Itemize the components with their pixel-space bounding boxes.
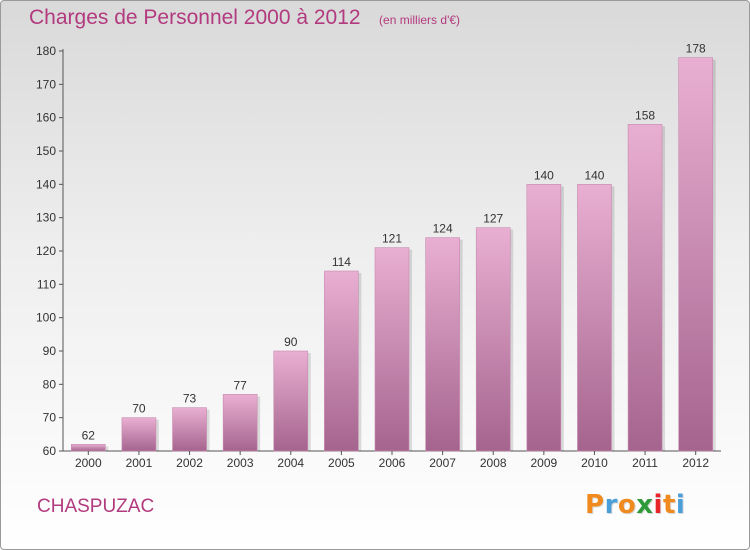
- logo-letter: i: [653, 490, 663, 520]
- data-label: 124: [433, 222, 453, 236]
- data-label: 140: [584, 168, 604, 182]
- bar: [222, 394, 258, 452]
- x-tick-label: 2005: [328, 456, 355, 470]
- y-tick-label: 150: [36, 144, 56, 158]
- x-tick-label: 2008: [480, 456, 507, 470]
- y-tick-label: 130: [36, 211, 56, 225]
- bar: [425, 237, 460, 452]
- y-tick-label: 100: [36, 311, 56, 325]
- x-tick-label: 2011: [632, 456, 658, 470]
- x-tick-label: 2001: [126, 456, 153, 470]
- data-label: 70: [132, 402, 146, 416]
- data-label: 178: [686, 42, 706, 56]
- logo-letter: P: [585, 490, 605, 520]
- logo-letter: x: [636, 490, 654, 520]
- logo-letter: r: [604, 490, 618, 520]
- data-label: 77: [233, 378, 247, 392]
- y-tick-label: 60: [43, 444, 57, 458]
- x-tick-label: 2002: [176, 456, 203, 470]
- data-label: 140: [534, 168, 554, 182]
- y-tick-label: 90: [43, 344, 57, 358]
- x-tick-label: 2000: [75, 456, 102, 470]
- bar: [678, 57, 713, 452]
- y-tick-label: 80: [43, 377, 57, 391]
- bar: [374, 247, 410, 452]
- y-tick-label: 160: [36, 111, 56, 125]
- y-tick-label: 170: [36, 77, 56, 91]
- bar: [121, 417, 157, 452]
- data-label: 114: [332, 255, 351, 269]
- x-tick-label: 2007: [429, 456, 456, 470]
- data-label: 127: [483, 212, 503, 226]
- x-tick-label: 2006: [379, 456, 406, 470]
- bar: [71, 444, 106, 452]
- chart-title: Charges de Personnel 2000 à 2012: [29, 6, 361, 29]
- y-tick-label: 110: [37, 277, 56, 291]
- x-tick-label: 2003: [227, 456, 254, 470]
- chart-subtitle: (en milliers d'€): [379, 13, 461, 27]
- y-tick-label: 180: [36, 44, 56, 58]
- proxiti-logo: Proxiti: [585, 490, 685, 520]
- data-label: 73: [183, 392, 197, 406]
- data-label: 90: [284, 335, 298, 349]
- y-tick-label: 120: [36, 244, 56, 258]
- logo-letter: o: [617, 490, 637, 520]
- y-tick-label: 70: [43, 411, 57, 425]
- x-tick-label: 2009: [530, 456, 557, 470]
- y-tick-label: 140: [36, 177, 56, 191]
- logo-letter: i: [675, 490, 686, 520]
- bar: [324, 270, 359, 452]
- bar: [526, 184, 562, 452]
- bar: [475, 227, 511, 452]
- logo-letter: t: [662, 490, 676, 520]
- x-tick-label: 2012: [682, 456, 709, 470]
- title-row: Charges de Personnel 2000 à 2012 (en mil…: [29, 6, 460, 30]
- commune-name: CHASPUZAC: [37, 496, 155, 517]
- data-label: 121: [382, 232, 402, 246]
- bar: [577, 184, 612, 452]
- bar: [627, 124, 663, 452]
- bar: [273, 350, 309, 452]
- x-tick-label: 2010: [581, 456, 608, 470]
- bar: [172, 407, 207, 452]
- x-tick-label: 2004: [277, 456, 304, 470]
- data-label: 158: [635, 108, 655, 122]
- data-label: 62: [82, 428, 96, 442]
